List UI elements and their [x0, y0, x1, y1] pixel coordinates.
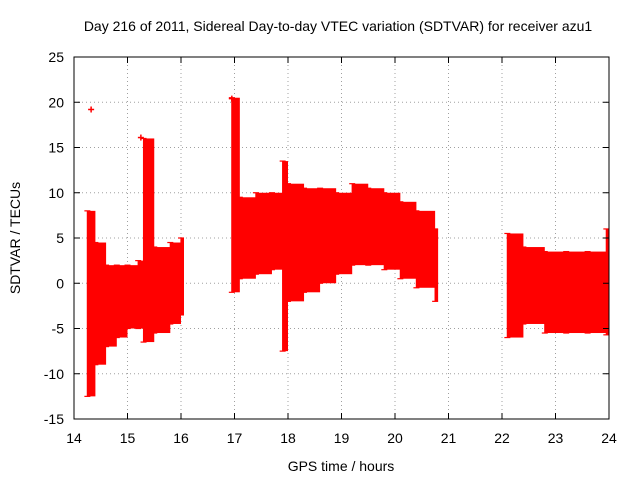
- error-band: [255, 192, 272, 275]
- y-tick-labels: -15 -10 -5 0 5 10 15 20 25: [44, 49, 64, 427]
- x-tick-label: 21: [441, 430, 457, 446]
- error-band: [288, 183, 305, 302]
- error-band: [127, 265, 139, 329]
- x-tick-label: 15: [120, 430, 136, 446]
- error-band: [154, 247, 171, 334]
- error-band: [435, 228, 439, 302]
- x-tick-label: 22: [494, 430, 510, 446]
- error-band: [336, 192, 353, 275]
- error-band: [304, 188, 321, 293]
- x-tick-labels: 14 15 16 17 18 19 20 21 22 23 24: [66, 430, 617, 446]
- error-band: [384, 192, 401, 270]
- error-band: [352, 183, 369, 266]
- plot-frame: [73, 56, 610, 420]
- y-tick-label: 10: [48, 185, 64, 201]
- y-tick-label: 15: [48, 140, 64, 156]
- error-band: [181, 238, 184, 315]
- error-band: [116, 265, 128, 338]
- error-band: [170, 242, 181, 324]
- y-axis-title: SDTVAR / TECUs: [7, 182, 23, 294]
- x-tick-label: 18: [280, 430, 296, 446]
- axis-ticks: [73, 56, 610, 420]
- y-tick-label: -10: [44, 366, 64, 382]
- error-band: [282, 161, 288, 352]
- error-band: [507, 233, 524, 338]
- error-band: [271, 192, 283, 270]
- y-tick-label: 0: [56, 275, 64, 291]
- error-band: [400, 201, 417, 279]
- error-band: [87, 210, 96, 397]
- x-tick-label: 24: [601, 430, 617, 446]
- error-band: [566, 251, 588, 334]
- x-tick-label: 16: [173, 430, 189, 446]
- outlier-point: [88, 106, 95, 113]
- error-band: [138, 260, 144, 329]
- error-band: [544, 251, 567, 334]
- x-tick-label: 19: [334, 430, 350, 446]
- error-band: [416, 210, 436, 288]
- x-tick-label: 23: [548, 430, 564, 446]
- error-band: [320, 188, 337, 284]
- error-band: [95, 242, 107, 365]
- error-band: [239, 197, 256, 279]
- x-tick-label: 20: [387, 430, 403, 446]
- x-tick-label: 14: [66, 430, 82, 446]
- error-band: [523, 247, 545, 324]
- outlier-point: [228, 95, 235, 102]
- y-tick-label: -15: [44, 411, 64, 427]
- y-tick-label: 20: [48, 94, 64, 110]
- y-tick-label: 5: [56, 230, 64, 246]
- error-band: [606, 228, 610, 335]
- outlier-point: [137, 134, 144, 141]
- chart-title: Day 216 of 2011, Sidereal Day-to-day VTE…: [84, 18, 593, 34]
- error-band: [587, 251, 607, 334]
- error-band: [106, 265, 117, 347]
- error-band: [231, 97, 240, 293]
- x-axis-title: GPS time / hours: [288, 458, 395, 474]
- y-tick-label: 25: [48, 49, 64, 65]
- error-band: [368, 188, 385, 266]
- error-band: [143, 138, 155, 343]
- x-tick-label: 17: [227, 430, 243, 446]
- y-tick-label: -5: [52, 321, 65, 337]
- data-marks: [84, 95, 610, 397]
